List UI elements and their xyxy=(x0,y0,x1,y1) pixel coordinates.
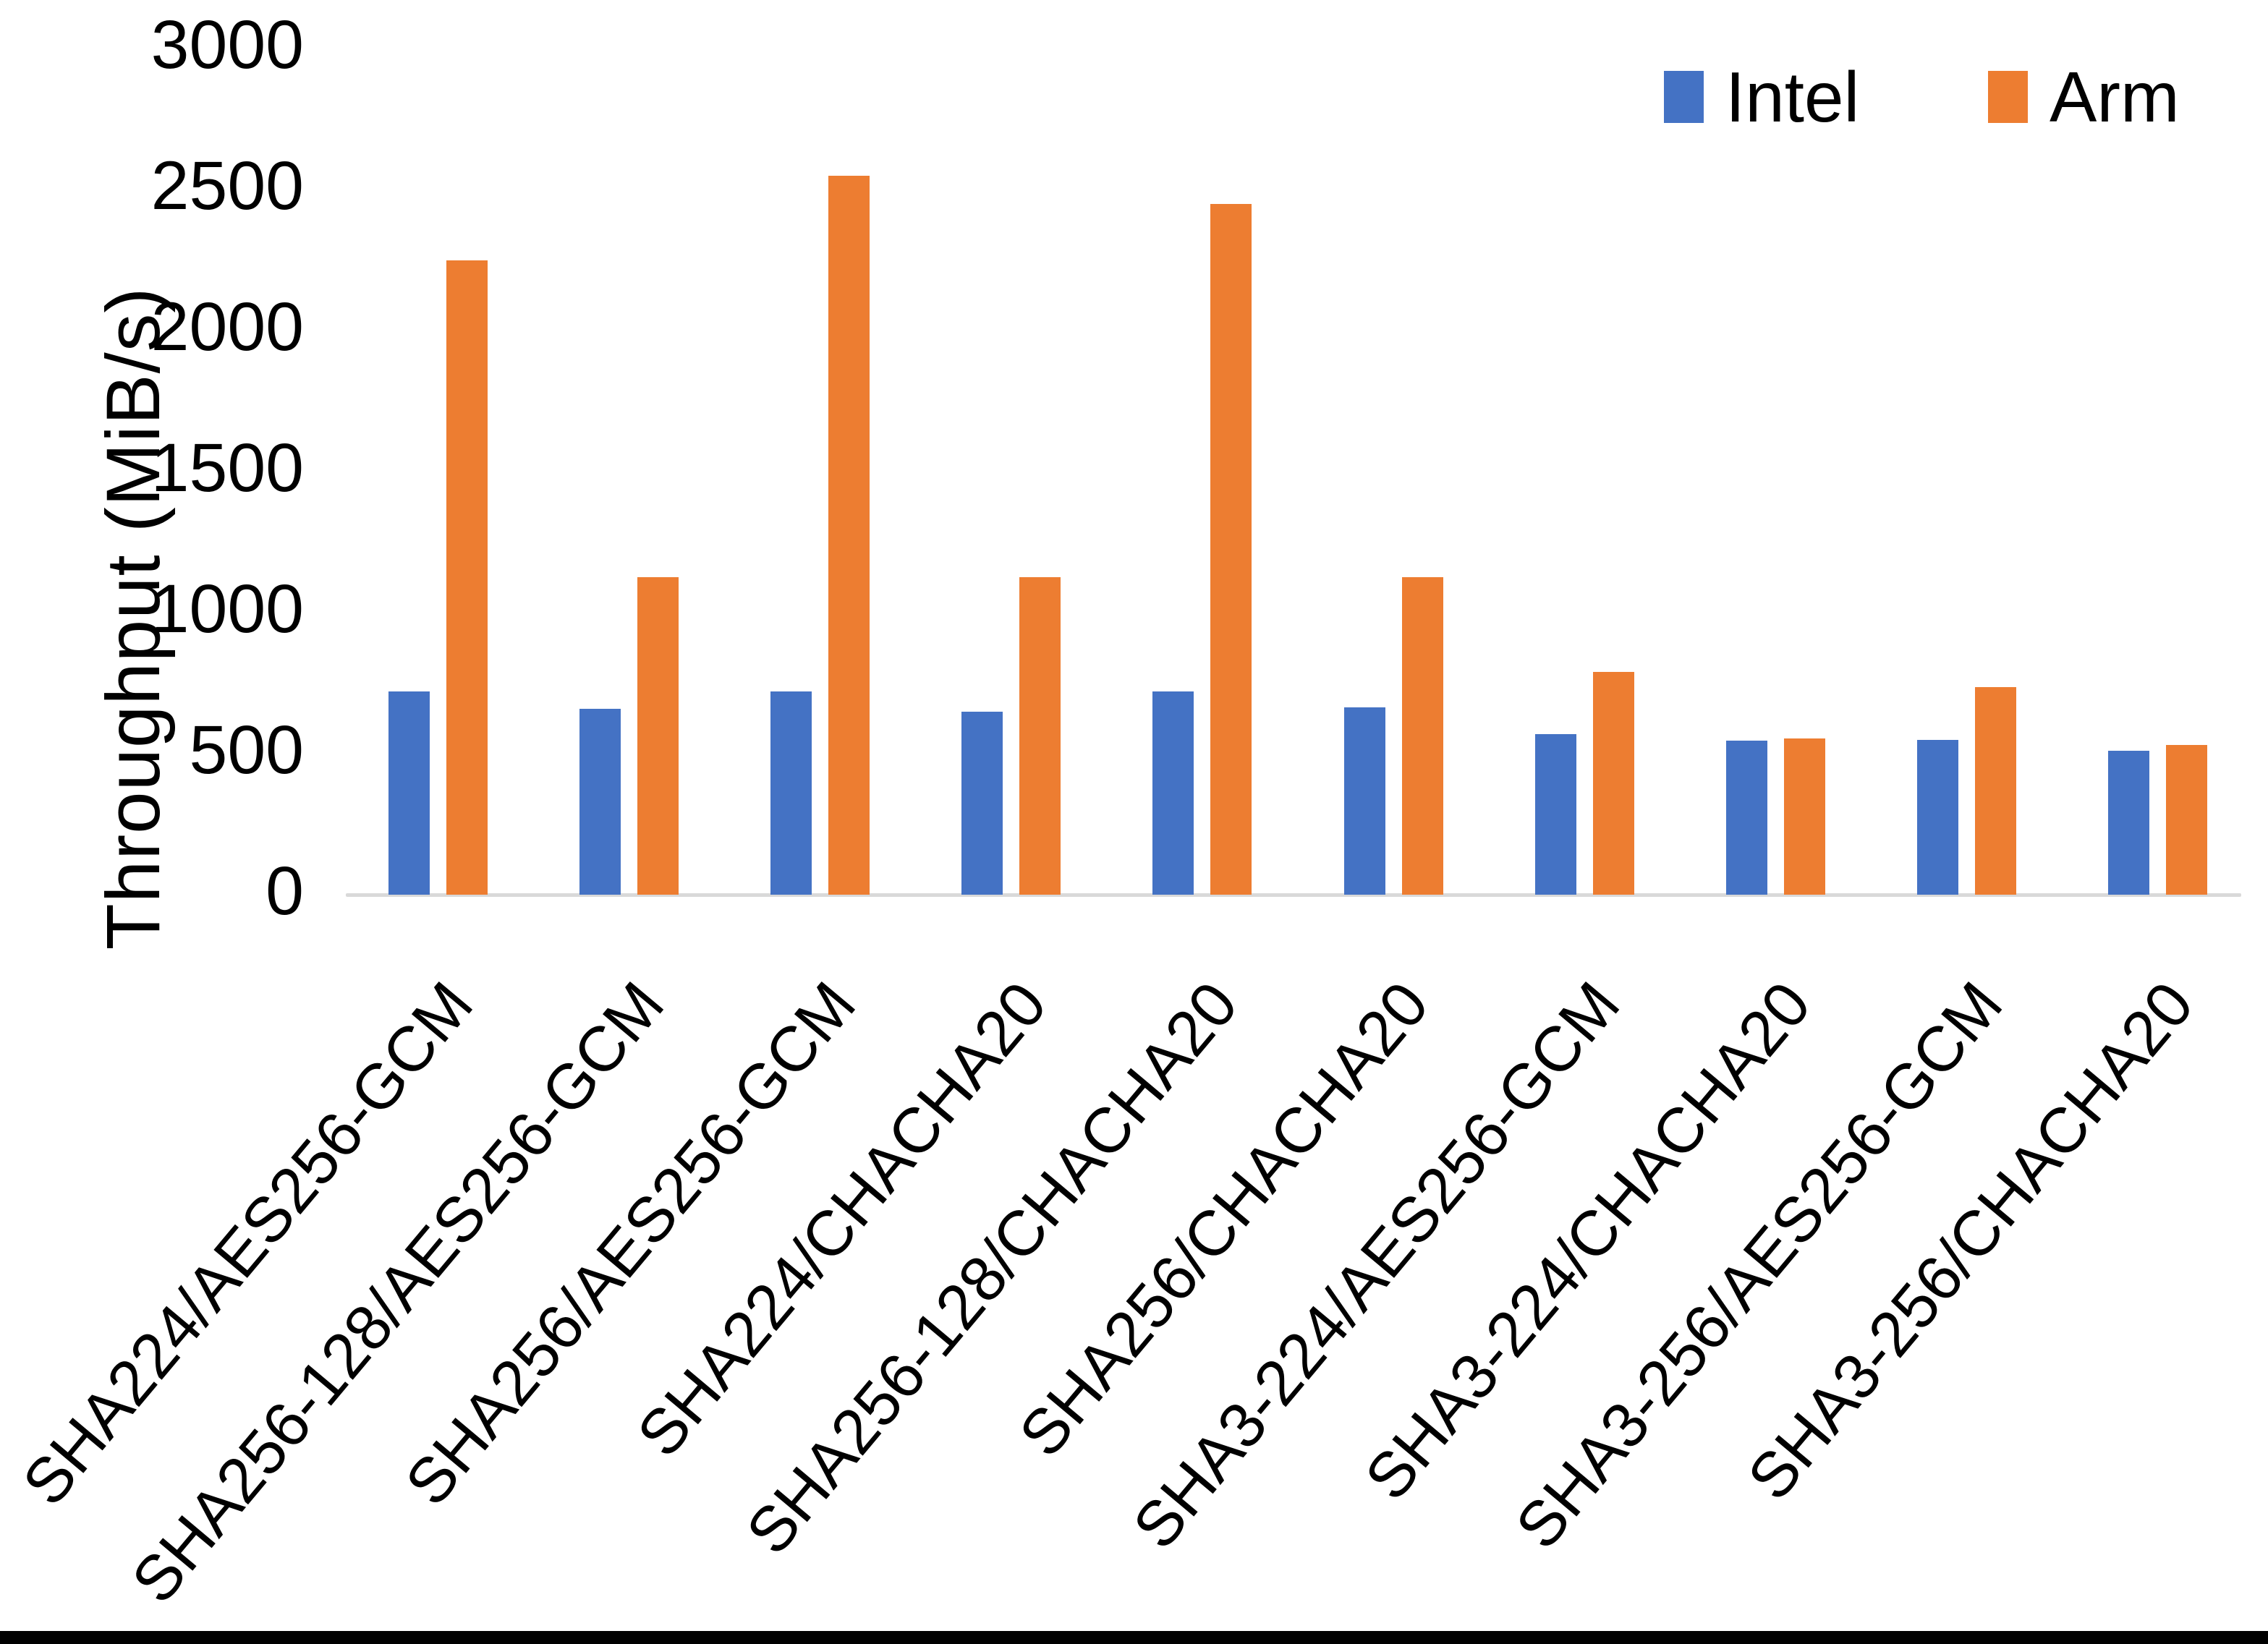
bar-arm xyxy=(637,577,679,895)
bar-intel xyxy=(2108,751,2150,895)
bar-intel xyxy=(1343,707,1385,895)
bar-intel xyxy=(388,691,430,895)
x-axis-baseline xyxy=(346,893,2241,897)
legend-label-arm: Arm xyxy=(2050,57,2180,137)
y-tick-label: 3000 xyxy=(150,7,304,84)
legend-marker-arm-icon xyxy=(1988,71,2028,123)
y-tick-label: 1000 xyxy=(150,571,304,648)
bottom-border-bar xyxy=(0,1631,2268,1644)
bar-intel xyxy=(1152,691,1194,895)
bar-arm xyxy=(1401,577,1443,895)
bar-arm xyxy=(828,175,870,895)
y-tick-label: 500 xyxy=(189,712,304,789)
bar-arm xyxy=(1975,687,2017,895)
bar-arm xyxy=(2166,745,2208,895)
bar-arm xyxy=(1592,671,1634,895)
bar-arm xyxy=(446,260,488,895)
bar-arm xyxy=(1783,738,1825,895)
bar-arm xyxy=(1210,203,1252,895)
bar-intel xyxy=(770,691,812,895)
y-tick-label: 2500 xyxy=(150,148,304,225)
bar-intel xyxy=(961,711,1003,895)
legend-marker-intel-icon xyxy=(1664,71,1704,123)
legend-label-intel: Intel xyxy=(1725,57,1860,137)
legend-item-intel: Intel xyxy=(1664,57,1860,137)
bar-intel xyxy=(1917,739,1959,895)
bar-arm xyxy=(1019,577,1061,895)
bar-intel xyxy=(1534,733,1576,895)
y-tick-label: 2000 xyxy=(150,289,304,366)
bar-intel xyxy=(579,708,621,895)
bar-intel xyxy=(1725,741,1767,895)
legend-item-arm: Arm xyxy=(1988,57,2180,137)
y-tick-label: 0 xyxy=(266,853,304,930)
y-tick-label: 1500 xyxy=(150,430,304,507)
